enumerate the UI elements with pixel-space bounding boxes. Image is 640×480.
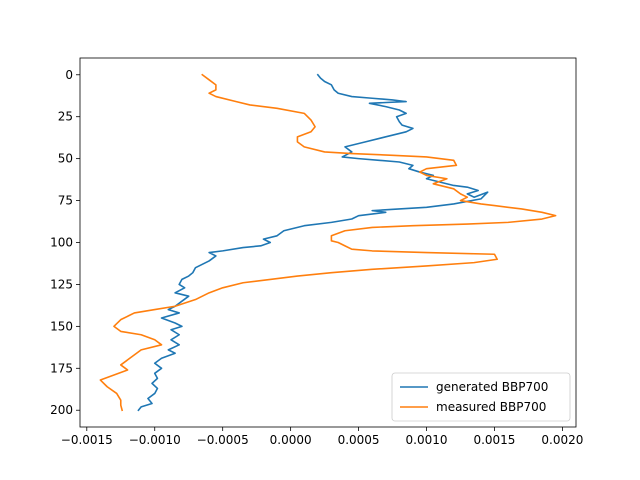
- y-tick-label: 0: [65, 68, 73, 82]
- legend-label: measured BBP700: [436, 400, 546, 414]
- plot-lines: [99, 73, 557, 412]
- y-tick-label: 125: [50, 277, 73, 291]
- x-tick-label: 0.0020: [541, 433, 583, 447]
- x-tick-label: 0.0015: [473, 433, 515, 447]
- x-tick-label: 0.0005: [338, 433, 380, 447]
- y-tick-label: 175: [50, 361, 73, 375]
- x-tick-label: −0.0005: [197, 433, 249, 447]
- x-tick-label: −0.0015: [61, 433, 113, 447]
- y-axis: 0 25 50 75 100 125 150 175 200: [50, 68, 80, 417]
- x-tick-label: 0.0010: [406, 433, 448, 447]
- legend-label: generated BBP700: [436, 380, 548, 394]
- y-tick-label: 50: [58, 152, 73, 166]
- y-tick-label: 100: [50, 236, 73, 250]
- y-tick-label: 75: [58, 194, 73, 208]
- x-tick-label: −0.0010: [129, 433, 181, 447]
- x-tick-label: 0.0000: [270, 433, 312, 447]
- y-tick-label: 25: [58, 110, 73, 124]
- y-tick-label: 150: [50, 319, 73, 333]
- legend: generated BBP700 measured BBP700: [391, 372, 571, 422]
- legend-box: [391, 372, 571, 422]
- y-tick-label: 200: [50, 403, 73, 417]
- plot-frame: [79, 57, 577, 428]
- series-line-generated: [137, 73, 489, 412]
- series-line-measured: [99, 73, 557, 412]
- x-axis: −0.0015 −0.0010 −0.0005 0.0000 0.0005 0.0010 0…: [61, 427, 583, 447]
